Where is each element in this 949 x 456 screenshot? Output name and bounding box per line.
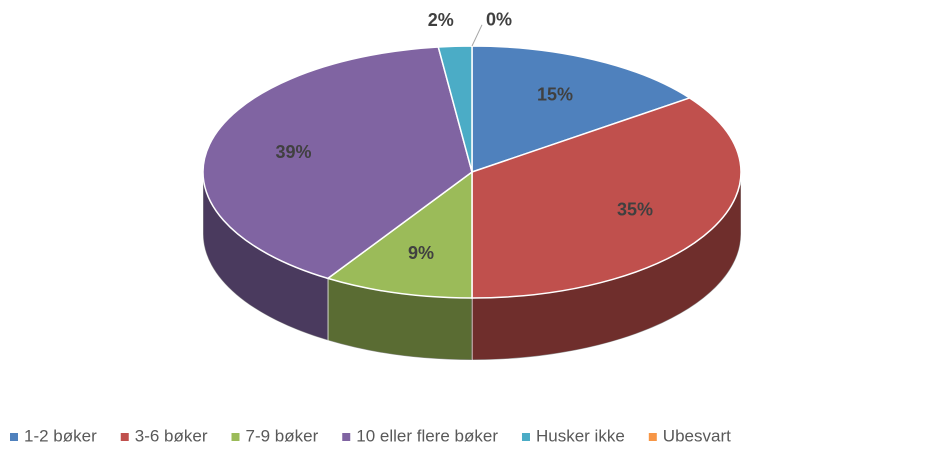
data-label: 39% (275, 142, 311, 162)
legend-swatch (10, 433, 18, 441)
legend-label: 1-2 bøker (24, 426, 97, 445)
data-label: 35% (617, 200, 653, 220)
slice (471, 45, 692, 174)
data-label: 15% (537, 84, 573, 104)
legend-label: Ubesvart (663, 426, 731, 445)
legend-swatch (521, 433, 530, 441)
legend-swatch (120, 433, 129, 441)
slice-side-shade (472, 172, 741, 360)
slice (326, 170, 473, 299)
slice (202, 46, 473, 280)
slice-side-shade (203, 172, 328, 341)
legend-swatch (648, 433, 657, 441)
data-label: 0% (486, 10, 512, 30)
slice (471, 97, 742, 299)
leader-line (471, 24, 483, 47)
data-label: 2% (428, 10, 454, 30)
legend-swatch (342, 433, 351, 441)
legend-label: 7-9 bøker (246, 426, 319, 445)
legend-label: 10 eller flere bøker (356, 426, 498, 445)
slice (437, 45, 473, 173)
legend-label: 3-6 bøker (135, 426, 208, 445)
legend-swatch (231, 433, 240, 441)
legend-label: Husker ikke (536, 426, 625, 445)
slice-side-shade (327, 278, 472, 360)
data-label: 9% (408, 243, 434, 263)
